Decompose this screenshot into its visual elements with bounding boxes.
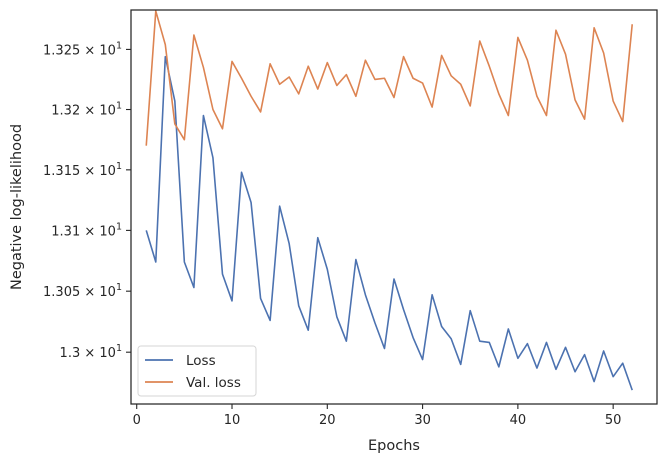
x-axis: 0 10 20 30 40 50 xyxy=(133,404,622,428)
y-tick-exponent: 1 xyxy=(116,343,122,354)
y-tick-times: × xyxy=(80,104,99,119)
y-tick-times: × xyxy=(80,164,99,179)
y-tick-base: 10 xyxy=(99,104,116,119)
legend-label: Loss xyxy=(186,353,216,369)
series-layer xyxy=(145,10,634,391)
legend-label: Val. loss xyxy=(186,375,241,391)
series-line-loss xyxy=(145,55,633,391)
y-tick-times: × xyxy=(80,224,99,239)
plot-area xyxy=(131,10,657,404)
x-tick-label: 50 xyxy=(605,413,622,428)
y-tick-mantissa: 1.315 xyxy=(43,164,80,179)
y-tick-label: 1.305 × 101 xyxy=(43,282,122,300)
y-tick-times: × xyxy=(80,285,99,300)
x-tick-label: 0 xyxy=(133,413,141,428)
y-tick-base: 10 xyxy=(99,164,116,179)
y-tick-exponent: 1 xyxy=(116,282,122,293)
y-tick-label: 1.3 × 101 xyxy=(60,343,122,361)
y-tick-label: 1.31 × 101 xyxy=(51,221,122,239)
y-tick-mantissa: 1.325 xyxy=(43,43,80,58)
x-tick-label: 20 xyxy=(319,413,336,428)
y-tick-mantissa: 1.3 xyxy=(60,346,81,361)
x-axis-title: Epochs xyxy=(368,438,420,454)
y-tick-base: 10 xyxy=(99,285,116,300)
y-tick-mantissa: 1.31 xyxy=(51,224,80,239)
y-tick-base: 10 xyxy=(99,346,116,361)
y-tick-exponent: 1 xyxy=(116,101,122,112)
y-tick-exponent: 1 xyxy=(116,161,122,172)
y-tick-label: 1.315 × 101 xyxy=(43,161,122,179)
x-tick-label: 10 xyxy=(224,413,241,428)
y-tick-base: 10 xyxy=(99,43,116,58)
y-tick-times: × xyxy=(80,346,99,361)
legend-box xyxy=(137,345,257,397)
y-tick-base: 10 xyxy=(99,224,116,239)
x-tick-label: 30 xyxy=(414,413,431,428)
axes-frame xyxy=(130,9,658,405)
y-tick-exponent: 1 xyxy=(116,40,122,51)
x-tick-label: 40 xyxy=(510,413,527,428)
y-tick-mantissa: 1.32 xyxy=(51,104,80,119)
y-tick-mantissa: 1.305 xyxy=(43,285,80,300)
legend: Loss Val. loss xyxy=(137,345,257,397)
series-line-val-loss xyxy=(145,10,634,146)
y-tick-exponent: 1 xyxy=(116,221,122,232)
y-axis-title: Negative log-likelihood xyxy=(9,124,25,290)
y-tick-times: × xyxy=(80,43,99,58)
y-tick-label: 1.32 × 101 xyxy=(51,101,122,119)
y-tick-label: 1.325 × 101 xyxy=(43,40,122,58)
